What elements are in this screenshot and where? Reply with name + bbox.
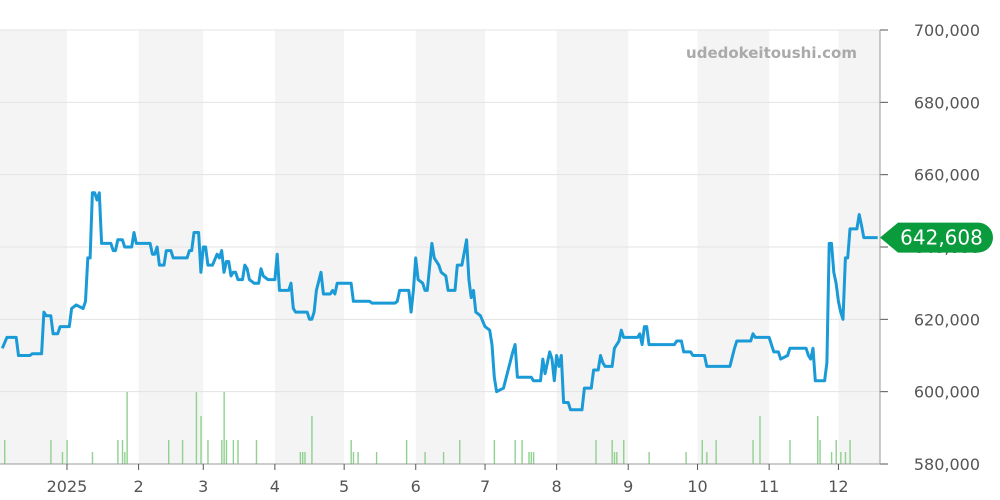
volume-bar	[168, 440, 170, 464]
volume-bar	[706, 452, 708, 464]
x-tick-label: 10	[687, 477, 707, 496]
volume-bar	[299, 452, 302, 464]
x-tick-label: 3	[198, 477, 208, 496]
volume-bar	[817, 416, 819, 464]
volume-bar	[195, 392, 198, 464]
volume-bar	[207, 440, 209, 464]
x-tick-label: 5	[339, 477, 349, 496]
volume-bar	[66, 440, 68, 464]
volume-bar	[357, 452, 359, 464]
volume-bar	[4, 440, 6, 464]
volume-bar	[819, 440, 821, 464]
watermark: udedokeitoushi.com	[686, 44, 857, 62]
x-tick-label: 9	[623, 477, 633, 496]
volume-bar	[311, 416, 313, 464]
x-tick-label: 8	[552, 477, 562, 496]
volume-bar	[530, 452, 533, 464]
volume-bar	[835, 440, 837, 464]
x-tick-label: 7	[480, 477, 490, 496]
volume-bar	[121, 440, 124, 464]
volume-bar	[405, 440, 408, 464]
volume-bar	[91, 452, 94, 464]
current-price-badge: 642,608	[880, 222, 994, 253]
x-tick-label: 2025	[47, 477, 88, 496]
x-tick-label: 11	[759, 477, 779, 496]
volume-bar	[759, 416, 761, 464]
volume-bar	[616, 452, 618, 464]
volume-bar	[532, 452, 535, 464]
volume-bar	[528, 452, 530, 464]
volume-bar	[715, 440, 717, 464]
volume-bar	[685, 452, 687, 464]
volume-bar	[514, 440, 516, 464]
volume-bars	[4, 392, 851, 464]
volume-bar	[613, 452, 616, 464]
x-tick-label: 12	[828, 477, 848, 496]
badge-shape	[880, 222, 994, 253]
volume-bar	[237, 440, 239, 464]
volume-bar	[221, 440, 223, 464]
y-tick-label: 660,000	[914, 166, 980, 185]
volume-bar	[181, 440, 184, 464]
volume-bar	[752, 440, 754, 464]
volume-bar	[232, 440, 235, 464]
x-tick-label: 2	[133, 477, 143, 496]
volume-bar	[375, 452, 378, 464]
x-tick-label: 4	[270, 477, 280, 496]
y-tick-label: 620,000	[914, 310, 980, 329]
price-line	[0, 191, 878, 412]
y-tick-label: 700,000	[914, 21, 980, 40]
x-axis: 2025 2 3 4 5 6 7 8 9 10 11 12	[0, 463, 880, 496]
volume-bar	[442, 452, 445, 464]
x-tick-label: 6	[411, 477, 421, 496]
volume-bar	[225, 440, 228, 464]
volume-bar	[648, 452, 650, 464]
volume-bar	[352, 452, 355, 464]
volume-bar	[849, 440, 851, 464]
volume-bar	[255, 440, 258, 464]
volume-bar	[223, 392, 225, 464]
volume-bar	[623, 440, 625, 464]
volume-bar	[595, 440, 597, 464]
volume-bar	[701, 440, 703, 464]
volume-bar	[50, 440, 52, 464]
volume-bar	[789, 440, 791, 464]
volume-bar	[304, 452, 306, 464]
volume-bar	[459, 440, 461, 464]
volume-bar	[830, 452, 833, 464]
volume-bar	[200, 416, 202, 464]
volume-bar	[61, 452, 64, 464]
volume-bar	[493, 440, 496, 464]
volume-bar	[124, 452, 126, 464]
y-tick-label: 580,000	[914, 455, 980, 474]
volume-bar	[424, 452, 426, 464]
current-price-label: 642,608	[900, 226, 983, 250]
volume-bar	[117, 440, 119, 464]
volume-bar	[301, 452, 304, 464]
volume-bar	[844, 452, 847, 464]
volume-bar	[611, 440, 613, 464]
y-tick-label: 600,000	[914, 383, 980, 402]
volume-bar	[521, 440, 523, 464]
grid-lines	[0, 29, 880, 465]
volume-bar	[840, 452, 842, 464]
y-tick-label: 680,000	[914, 93, 980, 112]
volume-bar	[126, 392, 128, 464]
volume-bar	[350, 440, 352, 464]
